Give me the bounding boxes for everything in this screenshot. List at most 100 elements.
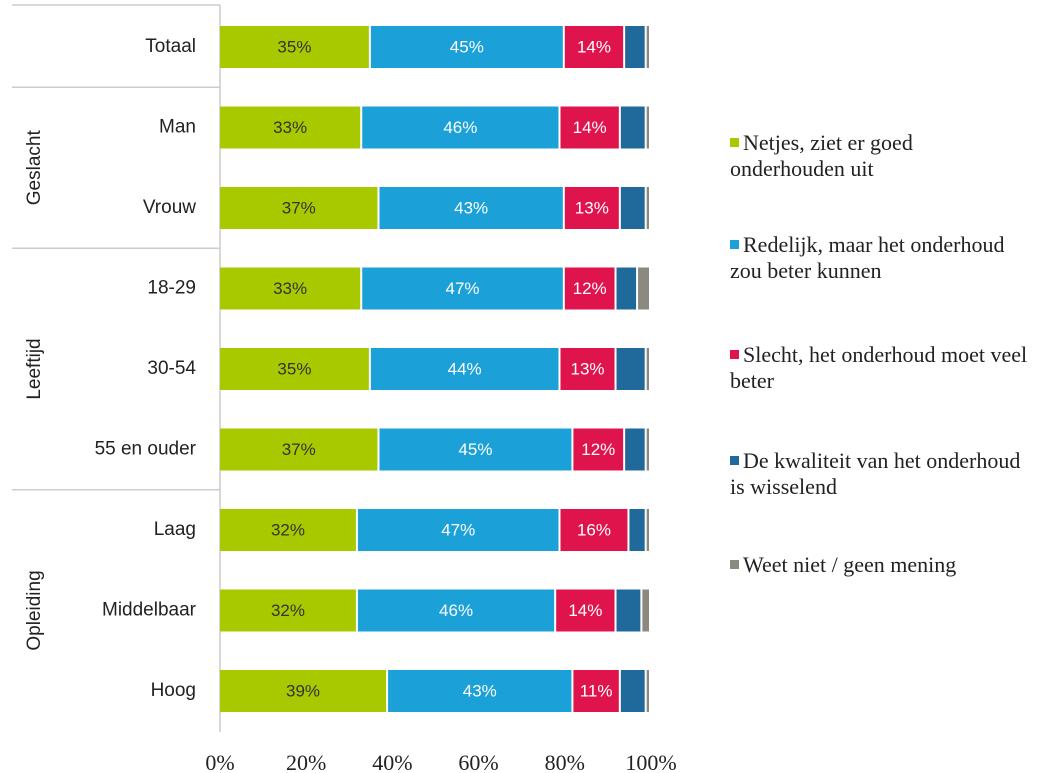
legend-entry: Slecht, het onderhoud moet veel beter — [730, 342, 1030, 394]
value-label: 14% — [573, 118, 607, 137]
bar-segment — [220, 589, 356, 632]
value-label: 33% — [273, 118, 307, 137]
legend-swatch — [730, 350, 739, 359]
bar-segment — [370, 348, 559, 390]
bar-segment — [564, 187, 619, 229]
value-label: 11% — [580, 681, 613, 700]
bar-segment — [379, 187, 563, 229]
value-label: 37% — [282, 198, 316, 217]
x-tick-label: 80% — [545, 750, 585, 773]
legend-swatch — [730, 560, 739, 569]
bar-segment — [625, 428, 645, 471]
bar-segment — [616, 589, 641, 632]
bar-segment — [388, 670, 572, 712]
value-label: 32% — [271, 601, 305, 620]
category-label: 55 en ouder — [95, 439, 197, 460]
value-label: 35% — [277, 359, 311, 378]
bar-segment — [220, 267, 361, 310]
legend-label: Slecht, het onderhoud moet veel beter — [730, 342, 1028, 393]
legend-entry: Redelijk, maar het onderhoud zou beter k… — [730, 232, 1030, 284]
bar-segment — [646, 26, 649, 68]
bar-segment — [642, 589, 649, 632]
bar-segment — [620, 187, 645, 229]
value-label: 46% — [439, 601, 473, 620]
legend-entry: Weet niet / geen mening — [730, 552, 1030, 578]
value-label: 16% — [577, 520, 611, 539]
category-label: Man — [159, 117, 196, 138]
bar-segment — [616, 267, 637, 310]
bar-segment — [573, 670, 619, 712]
legend-entry: De kwaliteit van het onderhoud is wissel… — [730, 448, 1030, 500]
bar-segment — [357, 589, 555, 632]
bar-segment — [638, 267, 649, 310]
value-label: 43% — [454, 198, 488, 217]
value-label: 12% — [573, 279, 607, 298]
x-tick-label: 100% — [625, 750, 676, 773]
group-label: Leeftijd — [24, 338, 45, 399]
value-label: 46% — [443, 118, 477, 137]
value-label: 35% — [277, 37, 311, 56]
value-label: 44% — [448, 359, 482, 378]
legend-label: Netjes, ziet er goed onderhouden uit — [730, 130, 913, 181]
category-label: Laag — [154, 519, 196, 540]
value-label: 37% — [282, 440, 316, 459]
bar-segment — [620, 106, 645, 149]
legend-label: Weet niet / geen mening — [743, 552, 957, 577]
value-label: 39% — [286, 681, 320, 700]
bar-segment — [646, 670, 649, 712]
value-label: 32% — [271, 520, 305, 539]
bar-segment — [220, 106, 361, 149]
value-label: 33% — [273, 279, 307, 298]
bar-segment — [220, 670, 387, 712]
value-label: 14% — [577, 37, 611, 56]
bar-segment — [362, 106, 559, 149]
category-label: Totaal — [145, 36, 196, 57]
legend-entry: Netjes, ziet er goed onderhouden uit — [730, 130, 1030, 182]
legend-swatch — [730, 138, 739, 147]
bar-segment — [220, 428, 378, 471]
category-label: 30-54 — [147, 358, 196, 379]
bar-segment — [625, 26, 645, 68]
value-label: 47% — [445, 279, 479, 298]
bar-segment — [616, 348, 645, 390]
bar-segment — [220, 26, 369, 68]
bar-segment — [362, 267, 563, 310]
bar-segment — [629, 509, 645, 551]
bar-segment — [556, 589, 615, 632]
x-tick-label: 60% — [458, 750, 498, 773]
bar-segment — [564, 267, 615, 310]
bar-segment — [646, 509, 649, 551]
bar-segment — [646, 106, 649, 149]
bar-segment — [564, 26, 624, 68]
value-label: 47% — [441, 520, 475, 539]
category-label: Vrouw — [143, 197, 196, 218]
bar-segment — [220, 348, 369, 390]
value-label: 14% — [568, 601, 602, 620]
bar-segment — [620, 670, 645, 712]
group-label: Geslacht — [24, 130, 45, 206]
value-label: 12% — [581, 440, 615, 459]
bar-segment — [646, 348, 649, 390]
legend-swatch — [730, 240, 739, 249]
bar-segment — [646, 428, 649, 471]
category-label: Hoog — [151, 680, 196, 701]
value-label: 43% — [463, 681, 497, 700]
bar-segment — [370, 26, 563, 68]
legend-label: De kwaliteit van het onderhoud is wissel… — [730, 448, 1021, 499]
bar-segment — [220, 187, 378, 229]
category-label: 18-29 — [147, 278, 196, 299]
x-tick-label: 0% — [205, 750, 234, 773]
value-label: 13% — [570, 359, 604, 378]
bar-segment — [646, 187, 649, 229]
category-label: Middelbaar — [102, 600, 197, 621]
bar-segment — [357, 509, 559, 551]
value-label: 45% — [458, 440, 492, 459]
bar-segment — [560, 509, 628, 551]
group-label: Opleiding — [24, 570, 45, 650]
x-tick-label: 20% — [286, 750, 326, 773]
legend-swatch — [730, 456, 739, 465]
value-label: 45% — [450, 37, 484, 56]
value-label: 13% — [575, 198, 609, 217]
legend-label: Redelijk, maar het onderhoud zou beter k… — [730, 232, 1005, 283]
